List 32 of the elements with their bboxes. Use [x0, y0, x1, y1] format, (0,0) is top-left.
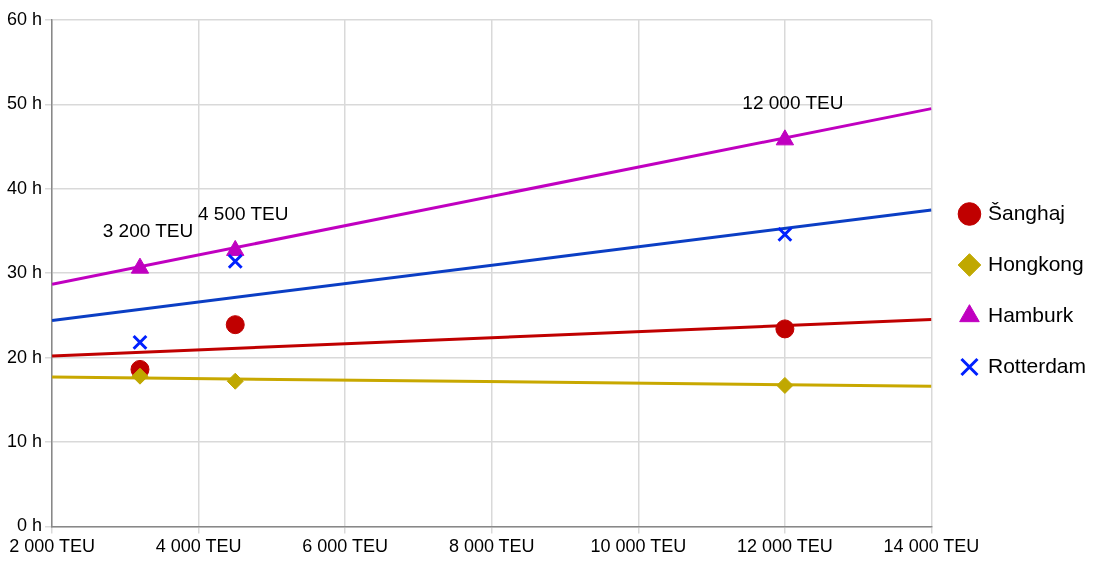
point: [226, 239, 245, 256]
legend-label: Šanghaj: [987, 200, 1066, 224]
annotation: 3 200 TEU: [102, 220, 194, 242]
x-tick-label: 4 000 TEU: [155, 536, 242, 557]
y-tick-label: 40 h: [6, 177, 43, 198]
annotation: 12 000 TEU: [742, 92, 844, 114]
legend-label: Hamburk: [987, 302, 1074, 326]
point: [775, 129, 795, 146]
legend-label: Hongkong: [987, 251, 1084, 275]
point: [777, 226, 793, 243]
point: [131, 367, 149, 385]
y-tick-label: 20 h: [6, 346, 43, 367]
point: [226, 372, 244, 390]
point: [225, 315, 245, 335]
y-tick-label: 0 h: [17, 515, 43, 536]
x-tick-label: 14 000 TEU: [883, 536, 980, 557]
point: [776, 376, 794, 394]
point: [130, 257, 150, 274]
x-tick-label: 2 000 TEU: [9, 536, 95, 557]
x-tick-label: 6 000 TEU: [302, 536, 389, 557]
point: [227, 253, 244, 270]
y-tick-label: 10 h: [6, 430, 43, 451]
legend-label: Rotterdam: [987, 353, 1087, 377]
point: [775, 319, 795, 339]
y-tick-label: 60 h: [6, 8, 43, 29]
x-tick-label: 8 000 TEU: [448, 536, 535, 557]
x-tick-label: 12 000 TEU: [737, 536, 833, 557]
annotation: 4 500 TEU: [198, 202, 289, 224]
y-tick-label: 50 h: [6, 93, 43, 114]
y-tick-label: 30 h: [6, 262, 43, 283]
point: [132, 334, 148, 351]
x-tick-label: 10 000 TEU: [590, 536, 687, 557]
